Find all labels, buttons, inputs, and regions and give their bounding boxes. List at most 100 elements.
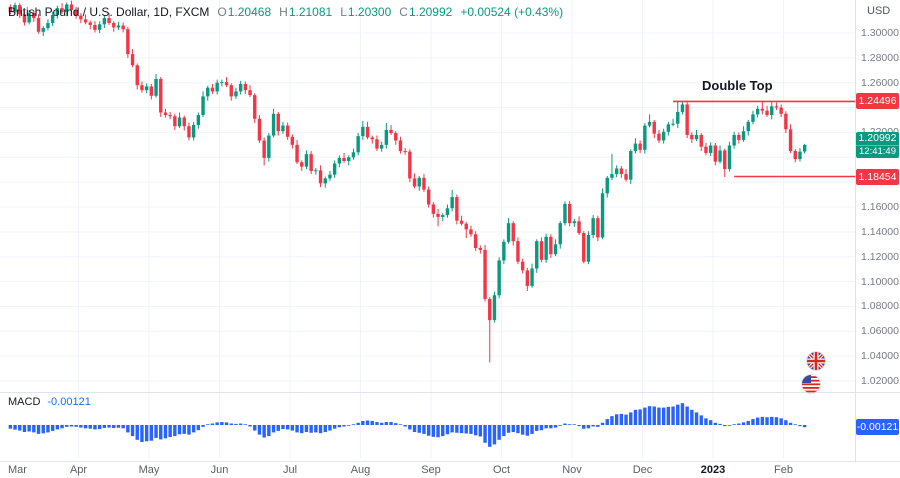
macd-histogram-bar [685,406,689,425]
resistance-price-tag[interactable]: 1.24496 [856,93,899,110]
candle-body [582,233,586,262]
support-price-tag[interactable]: 1.18454 [856,168,899,185]
price-axis-label: 1.04000 [861,350,899,363]
resistance-price-text: 1.24496 [858,95,897,108]
candle-body [591,218,595,235]
candle-body [267,135,271,158]
macd-histogram-bar [314,425,318,433]
macd-histogram-bar [502,425,506,437]
candle-body [173,116,177,127]
candle-body [328,174,332,179]
time-axis-label: Feb [774,464,793,476]
us-flag-event-marker[interactable] [801,374,821,394]
candle-body [229,85,233,97]
candle-body [676,111,680,124]
macd-histogram-bar [643,407,647,425]
candle-body [483,249,487,299]
candle-body [187,126,191,138]
candle-body [638,143,642,150]
support-price-text: 1.18454 [858,170,897,183]
candle-body [177,117,182,127]
price-axis-label: 1.10000 [861,275,899,288]
macd-histogram-bar [652,406,656,425]
macd-tag-text: -0.00121 [856,421,899,434]
time-axis[interactable]: Mar Apr May Jun Jul Aug Sep Oct Nov Dec 2023 Feb [0,461,900,478]
macd-histogram-bar [285,425,290,430]
macd-histogram-bar [248,425,252,427]
high-value: 1.21081 [288,5,333,19]
candle-body [365,126,370,138]
macd-histogram-bar [22,425,27,433]
candle-body [281,125,285,132]
candle-body [394,133,398,141]
candle-body [652,121,656,134]
candle-body [525,270,530,286]
macd-histogram-bar [426,425,431,436]
candle-body [36,18,41,32]
close-field: C1.20992 [399,5,452,19]
macd-histogram-bar [224,422,229,425]
candle-body [182,117,186,127]
candle-body [600,193,605,238]
macd-histogram-bar [55,425,60,430]
macd-histogram-bar [713,422,718,425]
candle-body [459,220,464,224]
open-value: 1.20468 [227,5,272,19]
double-top-annotation[interactable]: Double Top [702,78,773,93]
macd-histogram-bar [18,425,22,431]
candle-body [318,170,323,184]
candle-body [107,18,111,24]
candle-body [544,236,548,260]
candle-body [32,13,36,19]
candle-body [549,236,553,255]
price-axis-label: 1.28000 [861,51,899,64]
candle-body [671,123,675,125]
macd-histogram-bar [262,425,266,438]
macd-name[interactable]: MACD [8,396,41,408]
macd-histogram-bar [483,425,487,443]
candle-body [469,229,473,235]
candle-body [727,145,732,170]
uk-flag-event-marker[interactable] [806,351,826,371]
candle-body [342,157,346,162]
candle-body [130,54,135,66]
macd-histogram-bar [253,425,257,431]
macd-histogram-bar [614,414,619,425]
candle-body [784,113,788,130]
macd-histogram-bar [727,425,732,426]
macd-histogram-bar [755,417,760,425]
candle-body [60,8,64,12]
candle-body [694,134,699,140]
macd-histogram-bar [563,423,567,425]
macd-histogram-bar [88,425,92,429]
macd-histogram-bar [624,414,628,425]
macd-histogram-bar [567,424,572,425]
macd-value: -0.00121 [47,396,91,408]
candle-body [605,177,609,194]
candle-body [408,151,412,179]
candle-body [666,124,671,132]
candle-body [553,244,558,255]
candle-body [572,221,577,224]
candle-body [304,154,309,167]
candle-body [262,140,266,158]
macd-histogram-bar [553,425,558,428]
candle-body [210,87,215,92]
macd-histogram-bar [751,419,755,425]
macd-histogram-bar [723,425,727,427]
symbol-title[interactable]: British Pound / U.S. Dollar, 1D, FXCM [8,5,210,19]
macd-histogram-bar [347,425,351,426]
candle-body [403,151,407,153]
macd-histogram-bar [694,412,699,425]
macd-histogram-bar [69,425,74,427]
candle-body [50,14,55,24]
macd-histogram-bar [784,420,788,425]
macd-histogram-bar [422,425,426,434]
last-price-tag[interactable]: 1.20992 12:41:49 [856,131,899,158]
candle-body [112,23,116,28]
price-axis[interactable]: 1.300001.280001.260001.220001.160001.140… [855,0,900,461]
macd-value-tag[interactable]: -0.00121 [856,419,899,436]
macd-histogram-bar [619,413,624,425]
